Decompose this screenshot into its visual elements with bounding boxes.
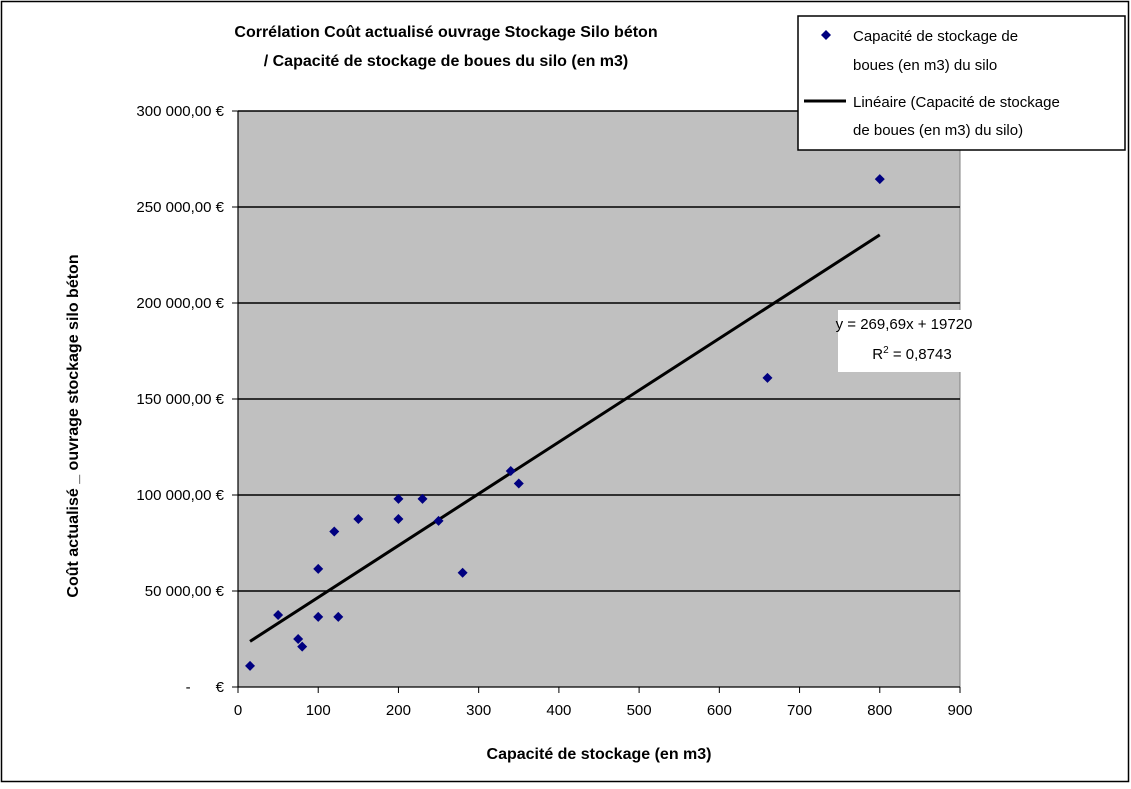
x-axis-title: Capacité de stockage (en m3) [487,746,712,763]
data-points [245,174,885,671]
x-tick-labels: 0 100 200 300 400 500 600 700 800 900 [234,702,973,719]
data-point [313,611,324,622]
data-point [513,478,524,489]
x-tick-label: 300 [466,702,491,719]
legend-series-line-1: Capacité de stockage de [853,28,1018,45]
y-tick-labels: - € 50 000,00 € 100 000,00 € 150 000,00 € 20… [136,103,224,696]
data-point [762,372,773,383]
y-tick-label: 250 000,00 € [136,199,224,216]
r-squared: R2 = 0,8743 [872,345,951,363]
data-point [874,174,885,185]
chart-title-line-1: Corrélation Coût actualisé ouvrage Stock… [234,24,657,41]
x-tick-label: 700 [787,702,812,719]
x-tick-label: 100 [306,702,331,719]
x-tick-label: 400 [546,702,571,719]
y-tick-label: 200 000,00 € [136,295,224,312]
axes [232,110,961,693]
y-axis-title: Coût actualisé _ ouvrage stockage silo b… [65,254,82,597]
legend: Capacité de stockage de boues (en m3) du… [797,15,1126,151]
data-point [273,610,284,620]
data-point [353,514,364,524]
data-point [457,567,468,578]
data-point [297,641,308,652]
data-point [313,563,324,574]
data-point [417,493,428,504]
data-point [393,514,404,524]
x-tick-label: 800 [867,702,892,719]
legend-box [797,15,1126,151]
data-point [393,493,404,504]
trendline-equation: y = 269,69x + 19720 [836,316,973,333]
data-point [505,466,516,476]
x-tick-label: 0 [234,702,242,719]
y-tick-label: 150 000,00 € [136,391,224,408]
x-tick-label: 600 [707,702,732,719]
x-tick-label: 500 [627,702,652,719]
legend-series-line-2: boues (en m3) du silo [853,57,997,74]
y-tick-label: - € [186,679,225,696]
data-point [433,515,444,526]
y-tick-label: 100 000,00 € [136,487,224,504]
x-tick-label: 200 [386,702,411,719]
x-tick-label: 900 [947,702,972,719]
chart-title-line-2: / Capacité de stockage de boues du silo … [264,53,629,70]
gridlines [238,110,960,592]
data-point [333,611,344,622]
legend-trendline-line-1: Linéaire (Capacité de stockage [853,94,1060,111]
data-point [329,526,340,537]
y-tick-label: 300 000,00 € [136,103,224,120]
y-tick-label: 50 000,00 € [145,583,225,600]
legend-marker-series [821,30,831,40]
data-point [245,660,256,671]
trendline [249,233,881,643]
trendline-group [249,233,881,643]
equation-box [838,310,973,372]
r-squared-value: = 0,8743 [889,346,952,363]
data-point [293,634,304,644]
legend-trendline-line-2: de boues (en m3) du silo) [853,122,1023,139]
